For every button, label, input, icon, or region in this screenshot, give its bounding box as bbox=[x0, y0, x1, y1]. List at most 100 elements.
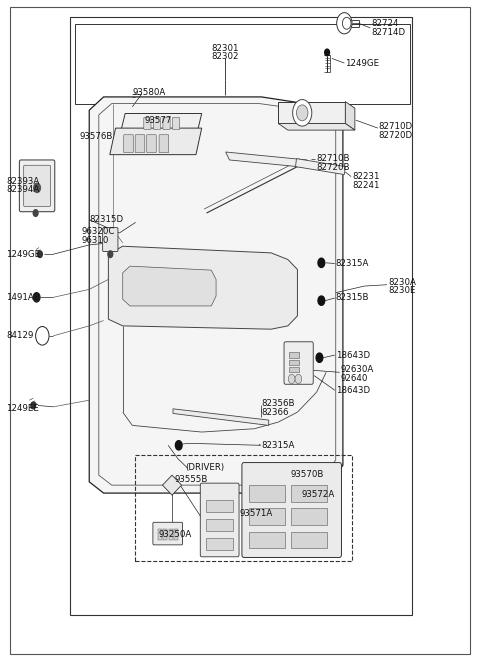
FancyBboxPatch shape bbox=[147, 135, 156, 153]
Circle shape bbox=[31, 402, 36, 409]
Text: 82720B: 82720B bbox=[317, 163, 350, 172]
FancyBboxPatch shape bbox=[153, 522, 182, 545]
Polygon shape bbox=[173, 409, 269, 426]
Bar bbox=[70, 17, 412, 614]
Text: 82714D: 82714D bbox=[372, 28, 406, 37]
Bar bbox=[205, 500, 233, 512]
Text: 18643D: 18643D bbox=[336, 350, 370, 360]
Polygon shape bbox=[123, 266, 216, 306]
Text: 93571A: 93571A bbox=[240, 509, 273, 517]
Circle shape bbox=[316, 353, 323, 362]
Text: 93577: 93577 bbox=[144, 116, 172, 124]
Circle shape bbox=[37, 251, 42, 257]
Circle shape bbox=[324, 49, 329, 56]
Text: 1249GE: 1249GE bbox=[345, 59, 379, 68]
Text: 82315B: 82315B bbox=[336, 293, 369, 303]
Bar bbox=[249, 508, 285, 525]
Text: 92640: 92640 bbox=[340, 374, 368, 383]
Text: 82315A: 82315A bbox=[336, 259, 369, 268]
Text: 82710B: 82710B bbox=[317, 154, 350, 163]
Circle shape bbox=[342, 17, 351, 29]
Text: 82356B: 82356B bbox=[262, 399, 295, 408]
Text: 1491AB: 1491AB bbox=[6, 293, 40, 302]
Polygon shape bbox=[226, 152, 311, 168]
Text: 82394A: 82394A bbox=[6, 186, 40, 194]
Text: 8230E: 8230E bbox=[388, 286, 416, 295]
FancyBboxPatch shape bbox=[144, 118, 151, 130]
Text: 82710D: 82710D bbox=[379, 122, 413, 131]
Circle shape bbox=[34, 183, 40, 192]
Circle shape bbox=[318, 258, 324, 267]
Text: 82366: 82366 bbox=[262, 408, 289, 417]
FancyBboxPatch shape bbox=[159, 135, 168, 153]
Text: 82315D: 82315D bbox=[89, 215, 123, 223]
FancyBboxPatch shape bbox=[24, 166, 50, 206]
Polygon shape bbox=[120, 114, 202, 134]
Text: 18643D: 18643D bbox=[336, 386, 370, 395]
Text: 92630A: 92630A bbox=[340, 365, 374, 374]
Circle shape bbox=[33, 209, 38, 216]
Polygon shape bbox=[296, 159, 345, 174]
FancyBboxPatch shape bbox=[172, 118, 180, 130]
Polygon shape bbox=[110, 128, 202, 155]
Circle shape bbox=[288, 374, 295, 384]
Circle shape bbox=[336, 13, 352, 34]
Text: 82231: 82231 bbox=[352, 172, 380, 181]
FancyBboxPatch shape bbox=[124, 135, 133, 153]
Circle shape bbox=[297, 105, 308, 121]
Polygon shape bbox=[278, 124, 355, 130]
Polygon shape bbox=[108, 246, 298, 329]
Text: 93555B: 93555B bbox=[174, 475, 208, 484]
Text: 82724: 82724 bbox=[372, 19, 399, 29]
Text: 82315A: 82315A bbox=[262, 441, 295, 450]
Circle shape bbox=[33, 293, 40, 302]
Text: 82301: 82301 bbox=[211, 44, 239, 53]
Text: 82393A: 82393A bbox=[6, 177, 40, 186]
Bar bbox=[249, 485, 285, 501]
Text: 1249GE: 1249GE bbox=[6, 249, 41, 259]
Bar bbox=[289, 360, 299, 365]
Text: 82720D: 82720D bbox=[379, 131, 413, 140]
Bar bbox=[289, 352, 299, 358]
Circle shape bbox=[175, 441, 182, 450]
Polygon shape bbox=[162, 475, 181, 495]
Circle shape bbox=[318, 296, 324, 305]
FancyBboxPatch shape bbox=[284, 342, 313, 384]
FancyBboxPatch shape bbox=[200, 483, 239, 557]
Circle shape bbox=[293, 100, 312, 126]
Polygon shape bbox=[89, 97, 343, 493]
Bar bbox=[249, 531, 285, 548]
Text: 93572A: 93572A bbox=[301, 490, 335, 499]
FancyBboxPatch shape bbox=[154, 118, 160, 130]
Text: 93576B: 93576B bbox=[80, 132, 113, 141]
Text: 96310: 96310 bbox=[81, 236, 108, 245]
Text: 1249EE: 1249EE bbox=[6, 404, 39, 413]
FancyBboxPatch shape bbox=[135, 135, 145, 153]
Bar bbox=[291, 508, 326, 525]
Polygon shape bbox=[345, 102, 355, 130]
Polygon shape bbox=[278, 102, 345, 124]
Text: (DRIVER): (DRIVER) bbox=[185, 464, 224, 472]
Bar bbox=[75, 24, 410, 104]
FancyBboxPatch shape bbox=[242, 463, 341, 557]
Bar bbox=[289, 367, 299, 372]
Bar bbox=[291, 531, 326, 548]
Bar bbox=[174, 529, 178, 539]
Bar bbox=[291, 485, 326, 501]
Bar bbox=[135, 456, 352, 561]
Text: 84129: 84129 bbox=[6, 331, 34, 340]
Text: 93570B: 93570B bbox=[291, 470, 324, 479]
Text: 82241: 82241 bbox=[352, 181, 380, 190]
Bar bbox=[157, 529, 161, 539]
Text: 8230A: 8230A bbox=[388, 277, 416, 287]
Text: 82302: 82302 bbox=[211, 52, 239, 61]
Bar bbox=[205, 519, 233, 531]
Bar bbox=[169, 529, 173, 539]
Bar bbox=[163, 529, 167, 539]
Text: 96320C: 96320C bbox=[81, 227, 114, 236]
FancyBboxPatch shape bbox=[163, 118, 170, 130]
Circle shape bbox=[36, 327, 49, 345]
Circle shape bbox=[295, 374, 302, 384]
Bar bbox=[205, 537, 233, 549]
Text: 93580A: 93580A bbox=[132, 88, 166, 97]
